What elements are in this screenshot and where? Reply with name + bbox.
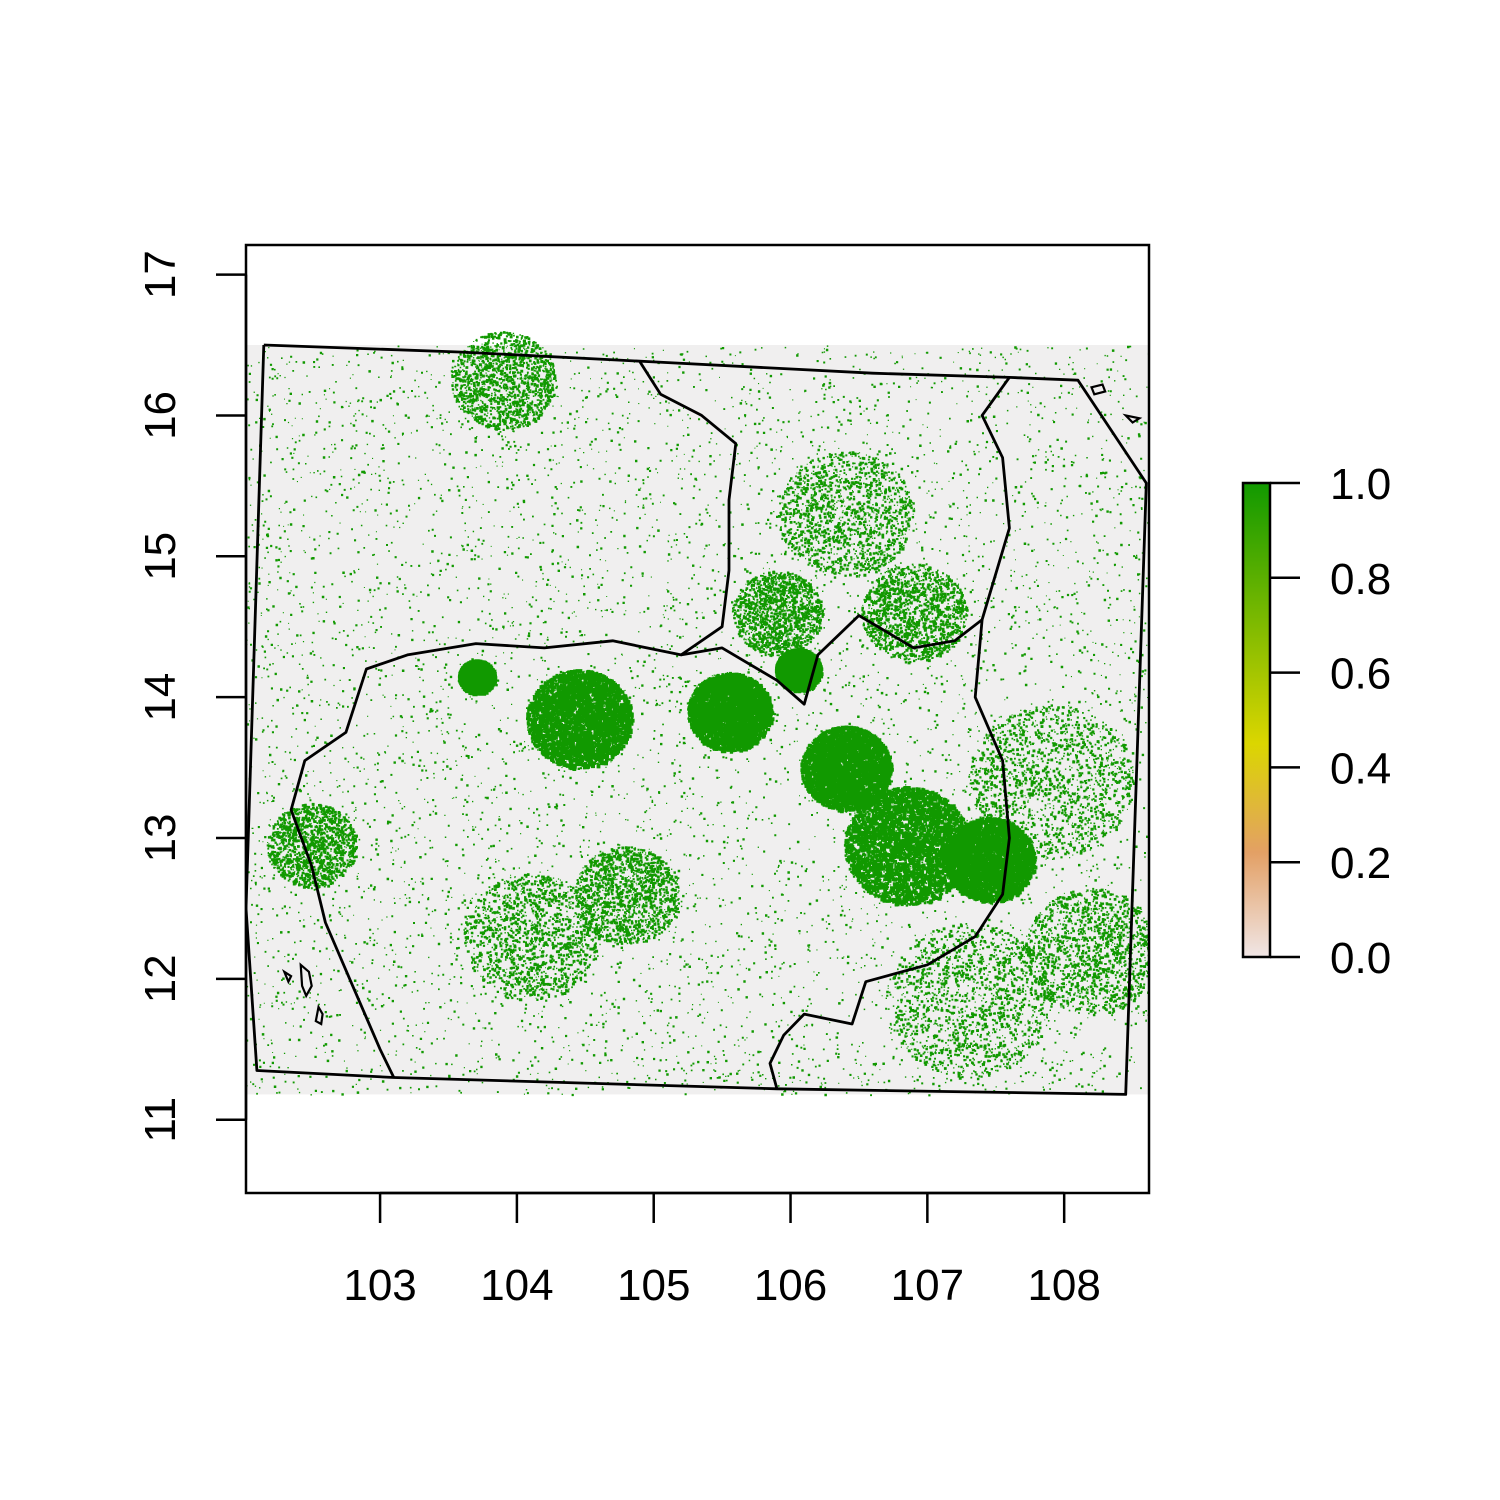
x-tick-label: 104 <box>480 1261 553 1310</box>
country-borders <box>246 343 1148 1096</box>
legend-tick-label: 0.6 <box>1330 650 1391 699</box>
x-tick-label: 106 <box>754 1261 827 1310</box>
y-tick-label: 12 <box>136 954 185 1003</box>
map-panel <box>244 243 1151 1195</box>
dense-forest-cluster <box>457 647 1038 907</box>
y-tick-label: 17 <box>136 250 185 299</box>
y-axis: 11 12 13 14 15 16 17 <box>136 250 248 1143</box>
y-tick-label: 16 <box>136 391 185 440</box>
medium-forest-cluster <box>266 331 1149 1080</box>
x-axis: 103 104 105 106 107 108 <box>343 1191 1101 1310</box>
legend-color-bar <box>1241 481 1272 959</box>
legend-ticks: 0.0 0.2 0.4 0.6 0.8 1.0 <box>1270 460 1391 983</box>
x-tick-label: 105 <box>617 1261 690 1310</box>
y-tick-label: 11 <box>136 1097 185 1143</box>
dense-forest-cluster-pixels <box>457 647 1038 907</box>
legend-tick-label: 0.4 <box>1330 744 1391 793</box>
island-outline-4 <box>1122 413 1143 424</box>
island-outline-1 <box>314 1004 324 1026</box>
island-outline-2 <box>281 969 293 985</box>
legend-tick-label: 1.0 <box>1330 460 1391 509</box>
x-tick-label: 107 <box>891 1261 964 1310</box>
y-tick-label: 15 <box>136 532 185 581</box>
island-outline-3 <box>1090 383 1107 396</box>
medium-forest-cluster-pixels <box>266 331 1149 1080</box>
forest-cover-raster <box>246 331 1149 1097</box>
legend-tick-label: 0.8 <box>1330 555 1391 604</box>
border-line-3 <box>768 619 1011 1090</box>
legend-tick-label: 0.0 <box>1330 934 1391 983</box>
x-tick-label: 103 <box>343 1261 416 1310</box>
x-tick-label: 108 <box>1027 1261 1100 1310</box>
y-tick-label: 14 <box>136 673 185 722</box>
border-line-0 <box>246 343 1148 1096</box>
border-line-1 <box>289 361 738 1079</box>
legend-tick-label: 0.2 <box>1330 839 1391 888</box>
y-tick-label: 13 <box>136 814 185 863</box>
border-line-2 <box>680 376 1011 706</box>
island-outline-0 <box>299 962 313 999</box>
color-legend: 0.0 0.2 0.4 0.6 0.8 1.0 <box>1241 460 1391 983</box>
